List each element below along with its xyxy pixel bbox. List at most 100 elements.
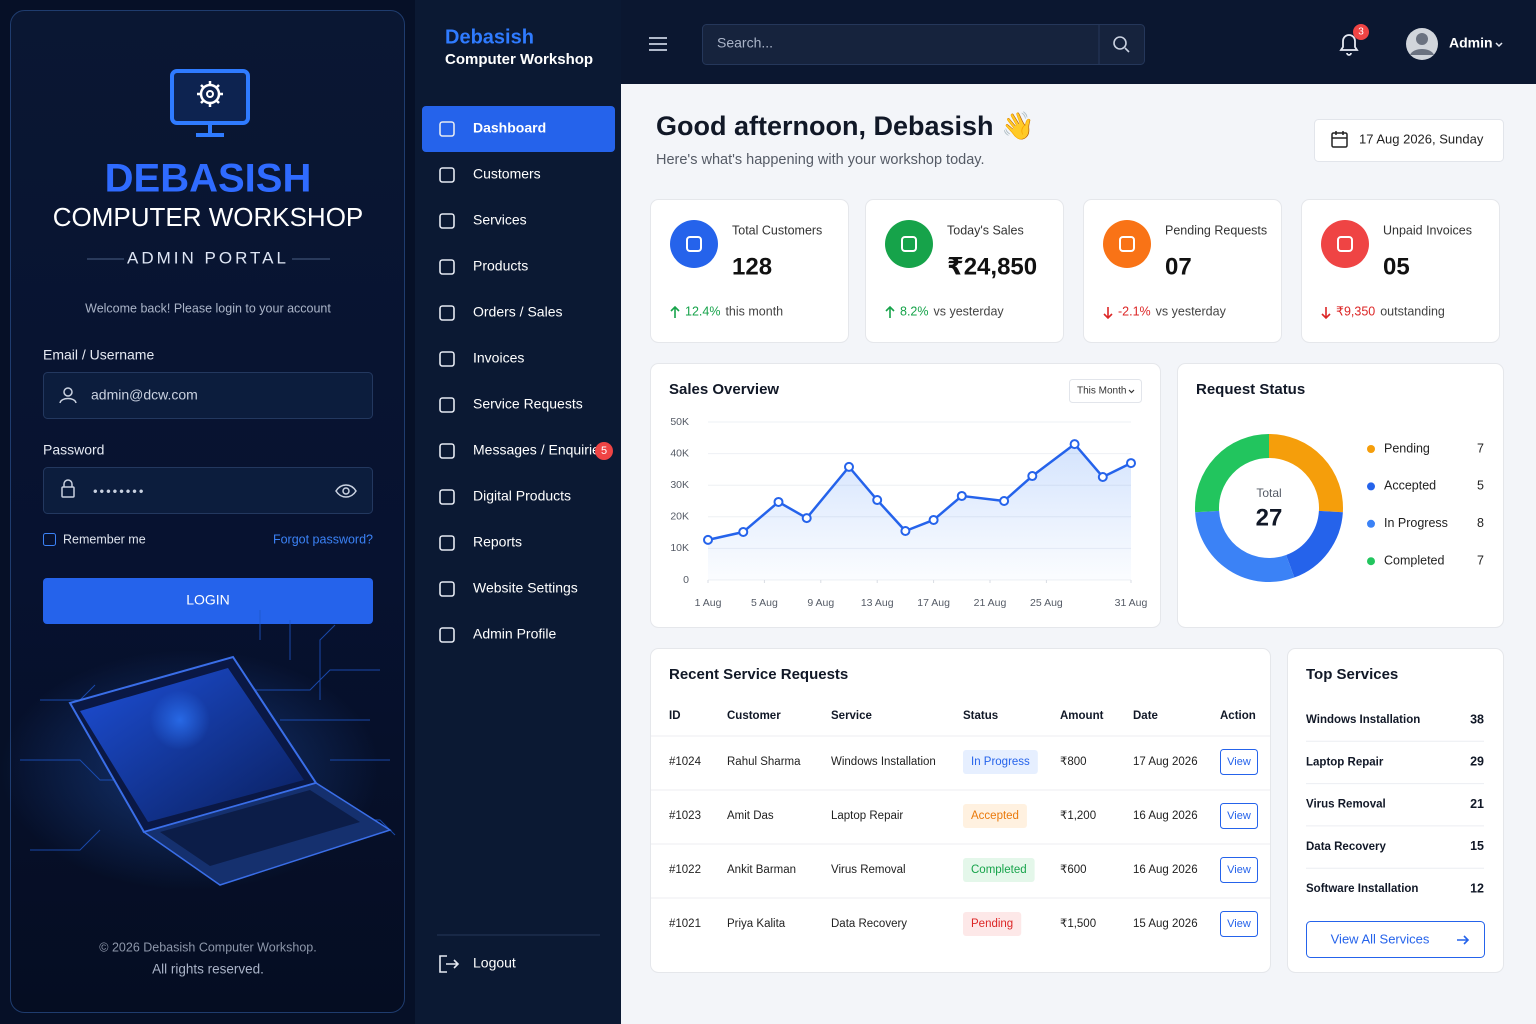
table-cell: #1021 (669, 918, 701, 930)
x-tick-label: 21 Aug (974, 597, 1007, 609)
nav-item[interactable]: Orders / Sales (473, 304, 562, 320)
table-header: Action (1220, 710, 1256, 722)
nav-icon (439, 443, 455, 459)
nav-item[interactable]: Digital Products (473, 488, 571, 504)
nav-item[interactable]: Products (473, 258, 528, 274)
stat-value: 128 (732, 253, 772, 280)
chart-filter[interactable]: This Month (1077, 386, 1126, 397)
nav-item[interactable]: Reports (473, 534, 522, 550)
stat-change: ₹9,350 (1336, 304, 1375, 318)
table-header: Status (963, 710, 998, 722)
table-cell: Data Recovery (831, 918, 907, 930)
bell-icon[interactable] (1339, 34, 1359, 56)
nav-icon (439, 535, 455, 551)
nav-item[interactable]: Admin Profile (473, 626, 556, 642)
service-name: Virus Removal (1306, 799, 1386, 811)
view-all-label[interactable]: View All Services (1331, 931, 1430, 946)
view-all-button[interactable] (1306, 921, 1485, 958)
date-box (1314, 119, 1504, 162)
stat-label: Pending Requests (1165, 223, 1267, 237)
view-button[interactable] (1220, 911, 1258, 937)
nav-item[interactable]: Customers (473, 166, 541, 182)
sidebar (415, 0, 621, 1024)
login-subtitle: COMPUTER WORKSHOP (53, 202, 364, 232)
remember-label: Remember me (63, 532, 146, 546)
sales-point (738, 526, 749, 537)
password-label: Password (43, 442, 104, 458)
y-tick-label: 30K (670, 479, 689, 491)
status-text: Accepted (971, 810, 1019, 822)
login-button[interactable] (43, 578, 373, 624)
table-cell: 16 Aug 2026 (1133, 810, 1198, 822)
legend-label: In Progress (1384, 516, 1448, 530)
stat-icon-glyph (1337, 236, 1353, 252)
nav-item[interactable]: Services (473, 212, 527, 228)
view-button[interactable] (1220, 857, 1258, 883)
status-badge (963, 858, 1035, 882)
sales-point (999, 496, 1010, 506)
logout-label[interactable]: Logout (473, 955, 516, 971)
forgot-link[interactable]: Forgot password? (273, 532, 373, 546)
view-button[interactable] (1220, 803, 1258, 829)
sales-line (707, 442, 1132, 542)
x-tick-label: 1 Aug (695, 597, 722, 609)
table-cell: Laptop Repair (831, 810, 903, 822)
y-tick-label: 10K (670, 542, 689, 554)
top-services-card (1287, 648, 1504, 973)
sales-point (801, 513, 812, 524)
active-nav-bg (422, 106, 615, 152)
view-button-label[interactable]: View (1227, 918, 1251, 930)
eye-icon[interactable] (335, 484, 357, 498)
view-button-label[interactable]: View (1227, 756, 1251, 768)
nav-badge (595, 442, 613, 460)
stat-icon-glyph (901, 236, 917, 252)
avatar[interactable] (1406, 28, 1438, 60)
view-button-label[interactable]: View (1227, 810, 1251, 822)
service-name: Software Installation (1306, 883, 1418, 895)
stat-label: Unpaid Invoices (1383, 223, 1472, 237)
password-input[interactable] (43, 467, 373, 514)
nav-item[interactable]: Messages / Enquiries (473, 442, 607, 458)
legend-dot (1367, 519, 1375, 528)
stat-icon (885, 220, 933, 268)
table-cell: 16 Aug 2026 (1133, 864, 1198, 876)
logout-icon (439, 955, 460, 973)
stat-icon (1321, 220, 1369, 268)
legend-value: 7 (1477, 441, 1484, 455)
nav-item[interactable]: Service Requests (473, 396, 583, 412)
nav-icon (439, 627, 455, 643)
nav-item[interactable]: Dashboard (473, 120, 546, 136)
filter-dropdown[interactable] (1069, 379, 1142, 403)
sales-point (928, 514, 939, 525)
stat-note: this month (725, 304, 783, 318)
search-box[interactable] (702, 24, 1145, 65)
x-tick-label: 5 Aug (751, 597, 778, 609)
legend-dot (1367, 482, 1375, 491)
sales-point (703, 534, 713, 545)
email-input[interactable] (43, 372, 373, 419)
x-tick-label: 13 Aug (861, 597, 894, 609)
nav-item[interactable]: Invoices (473, 350, 524, 366)
table-cell: Windows Installation (831, 756, 936, 768)
legend-label: Accepted (1384, 479, 1436, 493)
greeting-subtitle: Here's what's happening with your worksh… (656, 152, 984, 168)
trend-arrow (885, 305, 895, 318)
stat-icon (1103, 220, 1151, 268)
donut-slice (1195, 434, 1270, 513)
sales-point (956, 490, 967, 501)
table-cell: ₹600 (1060, 864, 1087, 876)
view-button[interactable] (1220, 749, 1258, 775)
table-cell: ₹1,200 (1060, 810, 1096, 822)
service-name: Data Recovery (1306, 841, 1387, 853)
service-name: Windows Installation (1306, 714, 1420, 726)
remember-checkbox[interactable] (43, 533, 56, 546)
menu-icon[interactable] (649, 37, 667, 51)
logo-monitor (170, 69, 250, 137)
y-tick-label: 20K (670, 511, 689, 523)
nav-item[interactable]: Website Settings (473, 580, 578, 596)
view-button-label[interactable]: View (1227, 864, 1251, 876)
search-icon[interactable] (1113, 36, 1130, 53)
table-cell: #1024 (669, 756, 702, 768)
table-header: Amount (1060, 710, 1104, 722)
stat-label: Total Customers (732, 223, 822, 237)
